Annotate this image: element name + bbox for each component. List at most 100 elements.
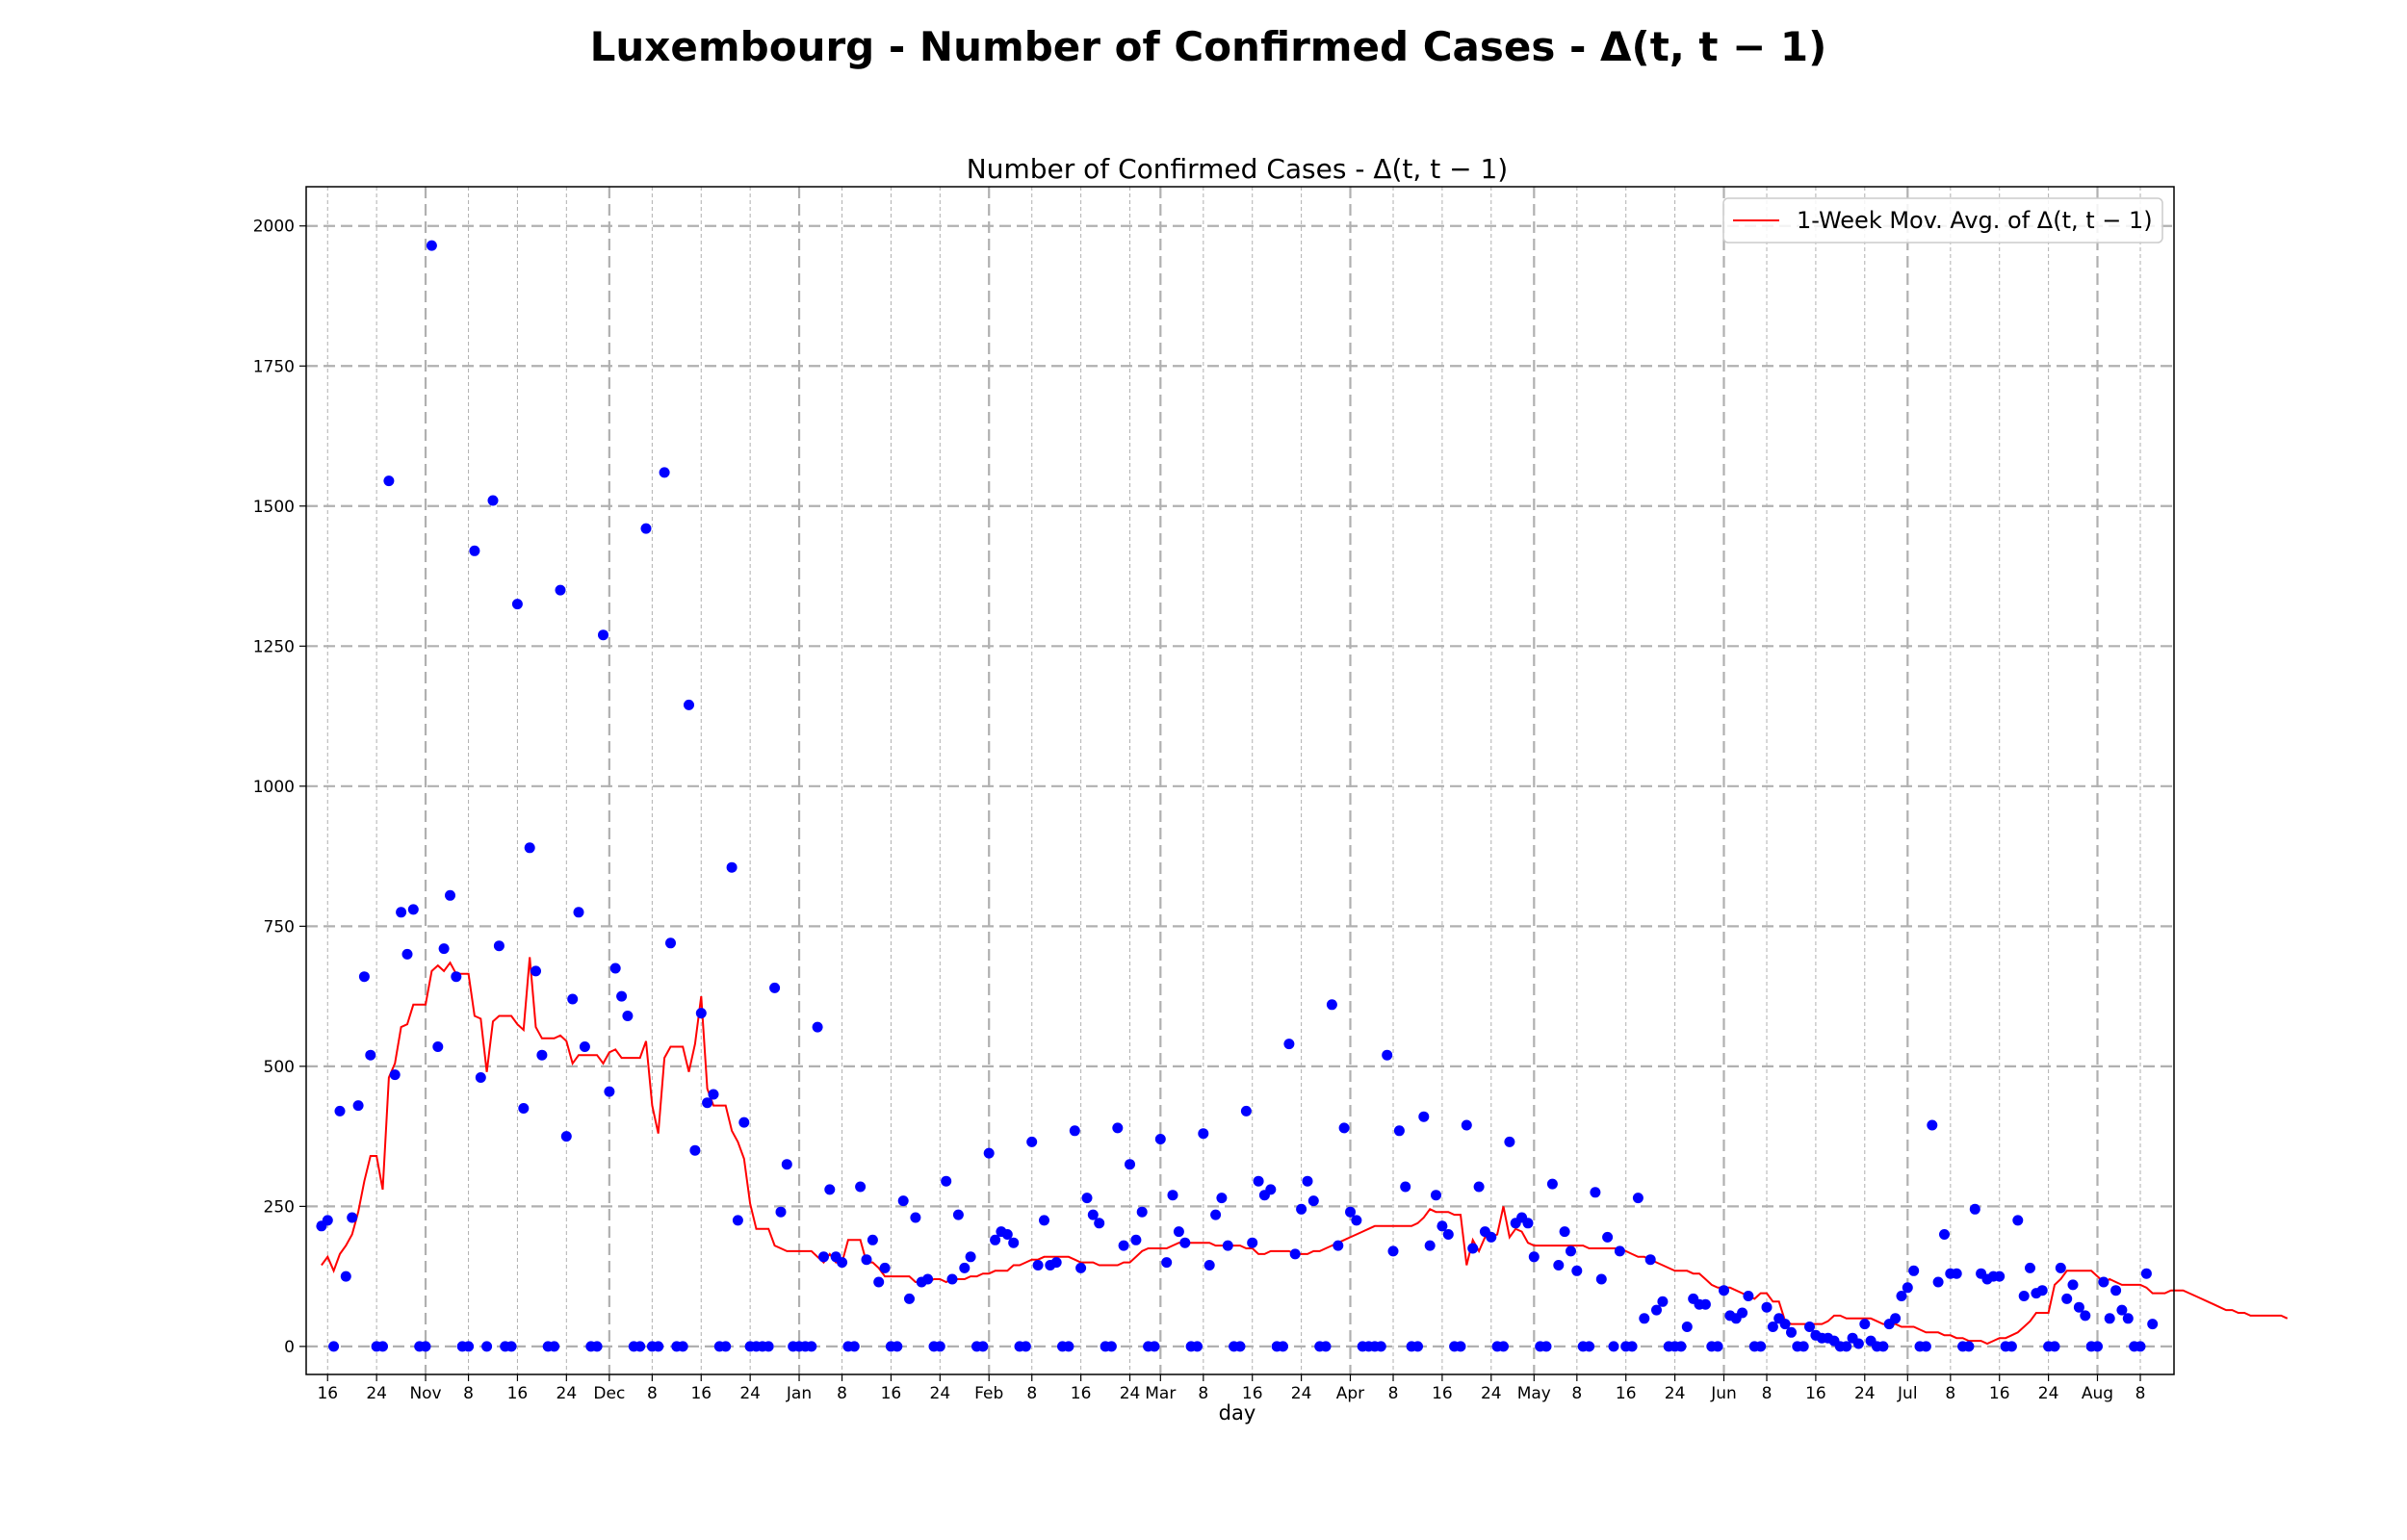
data-point [1498,1341,1509,1352]
data-point [389,1069,401,1081]
moving-average-line [321,957,2289,1346]
data-point [708,1089,719,1100]
data-point [567,993,579,1005]
legend-box [1722,197,2163,244]
data-point [383,475,395,487]
x-tick-label: 8 [1762,1384,1773,1403]
plot-frame [305,186,2175,1375]
data-point [1902,1282,1913,1294]
data-point [775,1206,787,1218]
data-point [549,1341,560,1352]
data-point [689,1144,701,1156]
data-point [1681,1322,1693,1332]
data-point [665,937,676,949]
data-point [1626,1341,1638,1352]
x-tick-label: 16 [1616,1384,1637,1403]
data-point [1179,1237,1191,1248]
data-point [616,990,628,1002]
data-point [2018,1291,2030,1301]
data-point [1461,1119,1472,1131]
y-tick-label: 1750 [253,357,295,376]
data-point [659,467,670,478]
data-point [1455,1341,1466,1352]
data-point [1571,1265,1583,1276]
data-point [2036,1285,2048,1296]
data-point [1841,1341,1852,1352]
data-point [1112,1122,1124,1134]
x-tick-label: 8 [1571,1384,1582,1403]
data-point [445,889,455,901]
x-tick-label: Jun [1710,1384,1737,1403]
data-point [1265,1184,1277,1195]
data-point [598,629,608,641]
data-point [2067,1279,2079,1291]
data-point [952,1209,964,1220]
x-tick-label: 24 [556,1384,578,1403]
data-point [1877,1341,1889,1352]
data-point [1253,1175,1264,1187]
data-point [1149,1341,1160,1352]
data-point [2025,1262,2035,1273]
chart-title: Number of Confirmed Cases - Δ(t, t − 1) [967,153,1508,185]
data-point [1136,1206,1148,1218]
data-point [1026,1136,1038,1147]
data-point [1719,1285,1729,1296]
x-tick-label: Mar [1145,1384,1176,1403]
data-point [959,1262,971,1273]
data-point [879,1262,891,1273]
data-point [524,842,535,854]
data-point [505,1341,517,1352]
data-point [1566,1245,1576,1257]
data-point [812,1021,823,1033]
data-point [377,1341,388,1352]
data-point [1908,1265,1920,1276]
data-point [1767,1322,1778,1332]
data-point [451,971,462,983]
data-point [1584,1341,1595,1352]
data-point [1125,1159,1135,1170]
data-point [684,699,694,710]
data-point [1333,1240,1344,1251]
data-point [1418,1111,1430,1122]
x-tick-label: 24 [739,1384,761,1403]
data-point [1614,1245,1625,1257]
data-point [934,1341,945,1352]
data-point [1798,1341,1809,1352]
data-point [2122,1313,2134,1324]
data-point [1939,1229,1950,1240]
data-point [1779,1319,1791,1330]
data-point [481,1341,493,1352]
data-point [1651,1304,1662,1316]
data-point [407,904,419,915]
data-point [2055,1262,2066,1273]
data-point [1161,1257,1173,1269]
data-point [340,1270,351,1282]
x-tick-label: 24 [1665,1384,1686,1403]
x-tick-label: Jul [1897,1384,1918,1403]
data-point [1105,1341,1117,1352]
x-tick-label: 24 [1291,1384,1312,1403]
y-tick-label: 2000 [253,218,295,237]
daily-points-layer [316,240,2159,1352]
y-axis-ticks: 0 250 500 750 1000 1250 1500 1750 2000 [253,218,306,1357]
data-point [1755,1341,1767,1352]
data-point [347,1212,358,1223]
data-point [432,1041,444,1052]
data-point [1032,1260,1044,1270]
data-point [426,240,437,251]
data-point [2140,1268,2152,1279]
data-point [1675,1341,1687,1352]
data-point [2092,1341,2103,1352]
data-point [365,1049,376,1061]
data-point [855,1181,867,1193]
data-point [1442,1229,1454,1240]
x-tick-label: 24 [1854,1384,1876,1403]
x-tick-label: 16 [1071,1384,1092,1403]
x-tick-label: 16 [1432,1384,1453,1403]
x-tick-label: 16 [507,1384,529,1403]
data-point [1737,1307,1748,1319]
data-point [1210,1209,1222,1220]
data-point [352,1100,364,1112]
data-point [1240,1105,1252,1116]
